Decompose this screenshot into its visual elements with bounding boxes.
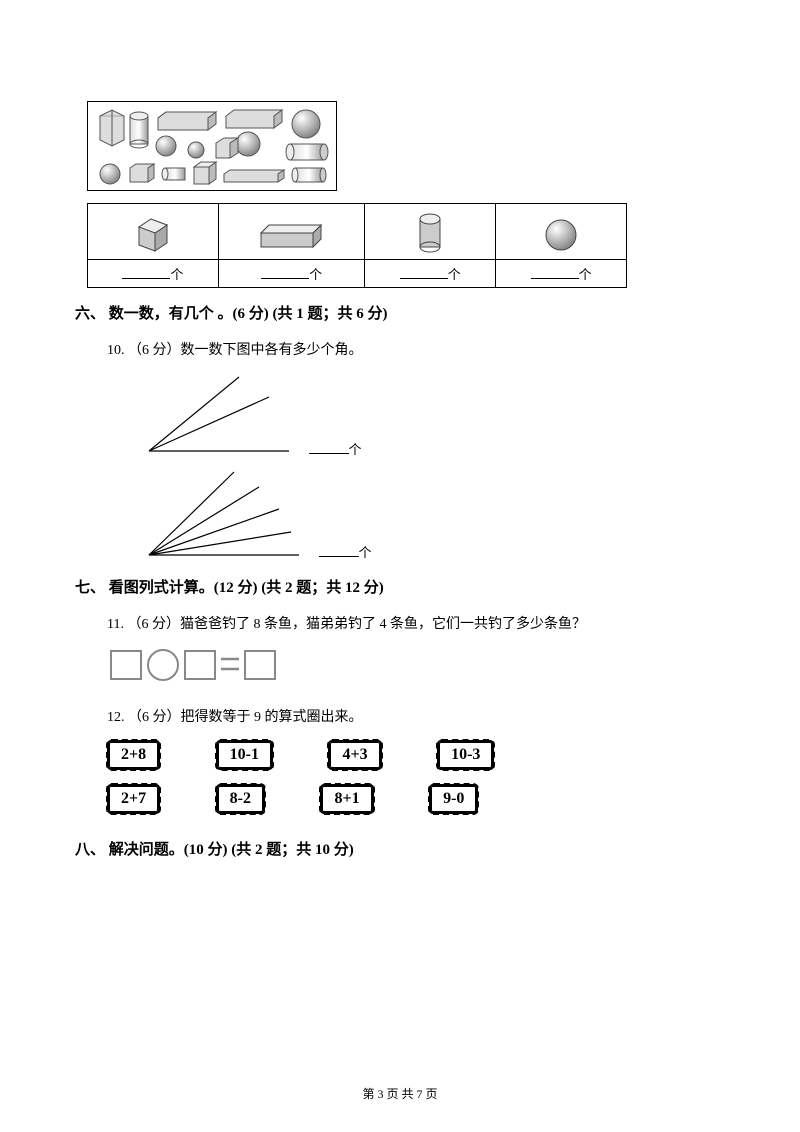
unit-label: 个 [170,267,183,282]
cuboid-count-cell[interactable]: 个 [218,260,365,288]
cell-cube-icon [88,204,219,260]
question-11: 11. （6 分）猫爸爸钓了 8 条鱼，猫弟弟钓了 4 条鱼，它们一共钓了多少条… [107,613,725,633]
page-footer: 第 3 页 共 7 页 [0,1085,800,1102]
card-2plus8[interactable]: 2+8 [107,740,160,770]
shapes-collection-box [87,101,337,191]
section-7-title: 七、 看图列式计算。(12 分) (共 2 题；共 12 分) [75,576,725,597]
card-9minus0[interactable]: 9-0 [429,784,478,814]
shape-count-table: 个 个 个 个 [87,203,627,288]
section-8-title: 八、 解决问题。(10 分) (共 2 题；共 10 分) [75,838,725,859]
cell-cylinder-icon [365,204,496,260]
angle2-answer[interactable]: 个 [319,542,372,561]
angle1-answer[interactable]: 个 [309,439,362,458]
question-10: 10. （6 分）数一数下图中各有多少个角。 [107,339,725,359]
sphere-icon [543,217,579,253]
shapes-illustration [88,102,336,190]
question-12: 12. （6 分）把得数等于 9 的算式圈出来。 [107,706,725,726]
cell-sphere-icon [496,204,627,260]
cube-count-cell[interactable]: 个 [88,260,219,288]
card-10minus1[interactable]: 10-1 [216,740,273,770]
card-2plus7[interactable]: 2+7 [107,784,160,814]
unit-label: 个 [579,267,592,282]
card-10minus3[interactable]: 10-3 [437,740,494,770]
unit-label: 个 [309,267,322,282]
cuboid-icon [257,223,327,253]
cell-cuboid-icon [218,204,365,260]
unit-label: 个 [448,267,461,282]
card-8plus1[interactable]: 8+1 [320,784,373,814]
angle-figure-2 [139,467,309,562]
section-6-title: 六、 数一数，有几个 。(6 分) (共 1 题；共 6 分) [75,302,725,323]
formula-cards: 2+8 10-1 4+3 10-3 2+7 8-2 8+1 9-0 [107,740,725,814]
cylinder-icon [416,213,444,253]
sphere-count-cell[interactable]: 个 [496,260,627,288]
card-4plus3[interactable]: 4+3 [328,740,381,770]
equation-boxes[interactable] [107,645,725,690]
cube-icon [133,215,173,253]
cylinder-count-cell[interactable]: 个 [365,260,496,288]
angle-figure-1 [139,369,299,459]
card-8minus2[interactable]: 8-2 [216,784,265,814]
